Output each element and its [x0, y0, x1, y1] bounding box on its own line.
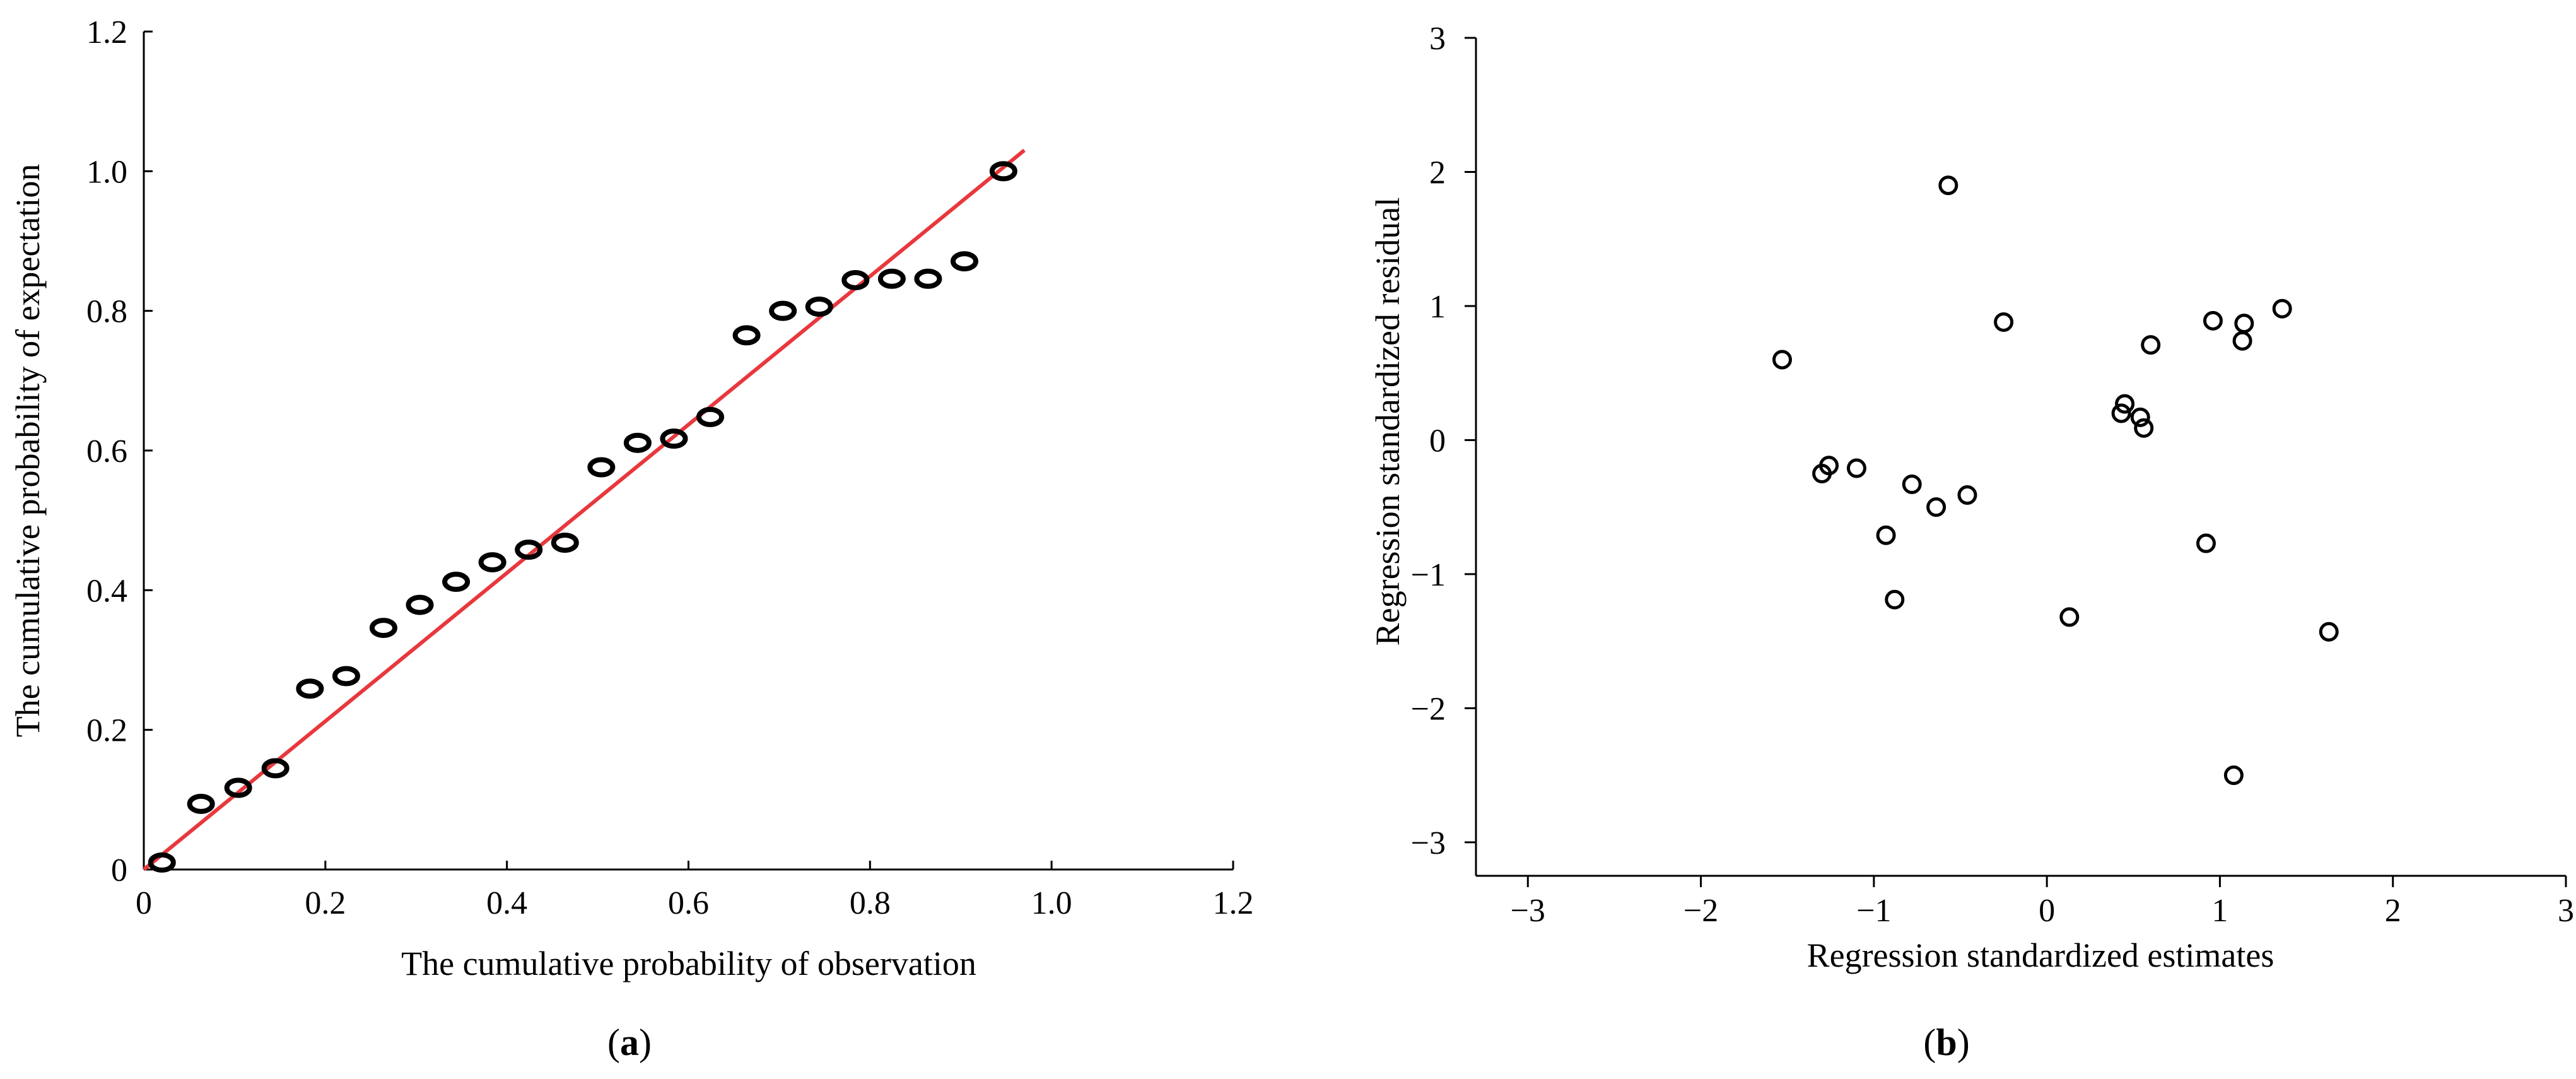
panel-a-point-9 — [478, 552, 506, 573]
panel-a-point-21 — [914, 268, 942, 289]
panel-b-point-20 — [2232, 331, 2252, 351]
panel-b-point-19 — [2223, 765, 2244, 786]
panel-b-point-15 — [2134, 418, 2154, 438]
panel-b-y-tick-label-2: 2 — [1429, 155, 1446, 191]
panel-a-x-tick-label-0p8: 0.8 — [850, 885, 891, 921]
panel-a-reference-line-group — [143, 148, 1026, 871]
panel-b-x-tick-label-neg3: −3 — [1511, 893, 1545, 929]
panel-a-y-tick-label-1: 1.0 — [86, 154, 127, 190]
panel-a-points — [148, 161, 1017, 873]
panel-b-point-10 — [1994, 312, 2014, 332]
panel-a-x-tick-label-1p2: 1.2 — [1213, 885, 1254, 921]
panel-a-point-1 — [187, 793, 215, 814]
panel-b-x-tick-label-2: 2 — [2385, 893, 2401, 929]
panel-b-point-5 — [1885, 589, 1905, 610]
panel-b-x-axis-title: Regression standardized estimates — [1807, 936, 2274, 974]
panel-a-x-tick-label-0p2: 0.2 — [305, 885, 346, 921]
panel-a-x-tick-label-0: 0 — [136, 885, 152, 921]
panel-a-point-5 — [332, 666, 360, 687]
panel-b-point-7 — [1926, 497, 1947, 517]
panel-a-point-17 — [769, 300, 797, 321]
panel-a-y-tick-label-0p6: 0.6 — [86, 433, 127, 469]
panel-b-y-tick-label-3: 3 — [1429, 21, 1446, 57]
panel-a-point-15 — [696, 406, 725, 427]
panel-b-point-11 — [2059, 607, 2080, 627]
panel-b-point-0 — [1772, 350, 1792, 370]
panel-a-point-8 — [442, 572, 471, 593]
panel-a-x-axis-title: The cumulative probability of observatio… — [401, 945, 976, 982]
panel-a-point-12 — [587, 457, 616, 478]
panel-b-y-axis-title: Regression standardized residual — [1369, 198, 1407, 646]
panel-b-y-tick-label-1: 1 — [1429, 289, 1446, 325]
panel-a-point-19 — [841, 269, 870, 290]
panel-b-axes — [1475, 38, 2566, 877]
panel-a-point-3 — [261, 758, 290, 779]
panel-b-points — [1772, 175, 2339, 786]
panel-b-point-4 — [1876, 525, 1896, 545]
panel-a-y-tick-label-0p8: 0.8 — [86, 294, 127, 330]
panel-b-x-tick-label-neg1: −1 — [1856, 893, 1891, 929]
panel-a-point-23 — [989, 161, 1017, 182]
panel-b-y-tick-label-neg3: −3 — [1411, 825, 1446, 861]
panel-a-y-tick-label-0: 0 — [111, 852, 127, 888]
panel-b-y-tick-label-neg2: −2 — [1411, 691, 1446, 727]
panel-a-label: (a) — [607, 1022, 652, 1063]
panel-b-ticks: −3 −2 −1 0 1 2 3 −3 −2 −1 0 1 2 3 — [1411, 21, 2574, 929]
panel-b-y-tick-label-neg1: −1 — [1411, 557, 1446, 593]
panel-a-x-tick-label-1: 1.0 — [1031, 885, 1072, 921]
panel-a-x-tick-label-0p6: 0.6 — [668, 885, 709, 921]
panel-b-point-12 — [2111, 403, 2131, 423]
panel-b-point-3 — [1846, 458, 1866, 478]
panel-a-point-2 — [224, 777, 252, 798]
panel-a-reference-line — [143, 148, 1026, 871]
panel-a-x-tick-label-0p4: 0.4 — [486, 885, 527, 921]
panel-a-point-10 — [515, 540, 543, 560]
panel-a-point-4 — [296, 678, 324, 699]
panel-a-y-tick-label-0p4: 0.4 — [86, 573, 127, 609]
panel-b-point-14 — [2130, 407, 2150, 427]
panel-b-point-23 — [2319, 622, 2339, 642]
panel-b-x-tick-label-3: 3 — [2558, 893, 2574, 929]
panel-a-point-7 — [406, 594, 434, 615]
panel-b-x-tick-label-neg2: −2 — [1683, 893, 1718, 929]
panel-a-point-16 — [732, 325, 761, 346]
panel-b-point-8 — [1938, 175, 1958, 196]
panel-a-axes — [143, 32, 1233, 871]
panel-b-x-tick-label-1: 1 — [2211, 893, 2228, 929]
panel-b-label: (b) — [1923, 1022, 1969, 1063]
panel-b-residual-plot: −3 −2 −1 0 1 2 3 −3 −2 −1 0 1 2 3 Regression standard… — [1369, 21, 2574, 1063]
panel-b-point-9 — [1957, 485, 1977, 505]
panel-b-point-13 — [2115, 394, 2135, 414]
panel-b-point-6 — [1902, 475, 1922, 495]
panel-a-point-13 — [623, 432, 652, 453]
panel-a-point-20 — [877, 268, 906, 289]
panel-a-y-tick-label-0p2: 0.2 — [86, 713, 127, 749]
panel-b-point-18 — [2203, 310, 2223, 331]
panel-a-point-18 — [805, 297, 833, 317]
panel-b-point-21 — [2234, 314, 2254, 334]
panel-b-point-2 — [1819, 456, 1839, 476]
panel-a-point-14 — [660, 428, 688, 449]
panel-a-point-11 — [551, 533, 579, 553]
panel-a-point-22 — [951, 251, 979, 272]
panel-b-y-tick-label-0: 0 — [1429, 423, 1446, 459]
panel-b-point-22 — [2272, 298, 2292, 319]
panel-b-point-16 — [2141, 335, 2161, 355]
panel-a-probability-plot: 0 0.2 0.4 0.6 0.8 1.0 1.2 0 0.2 0.4 0.6 0.8 1.0 1.2 T… — [9, 15, 1254, 1063]
panel-a-ticks: 0 0.2 0.4 0.6 0.8 1.0 1.2 0 0.2 0.4 0.6 0.8 1.0 1.2 — [86, 15, 1254, 921]
panel-b-point-17 — [2196, 533, 2216, 553]
panel-b-x-tick-label-0: 0 — [2039, 893, 2055, 929]
panel-a-point-0 — [148, 852, 176, 873]
panel-a-y-axis-title: The cumulative probability of expectatio… — [9, 164, 47, 738]
panel-a-point-6 — [369, 618, 397, 639]
panel-a-y-tick-label-1p2: 1.2 — [86, 15, 127, 50]
